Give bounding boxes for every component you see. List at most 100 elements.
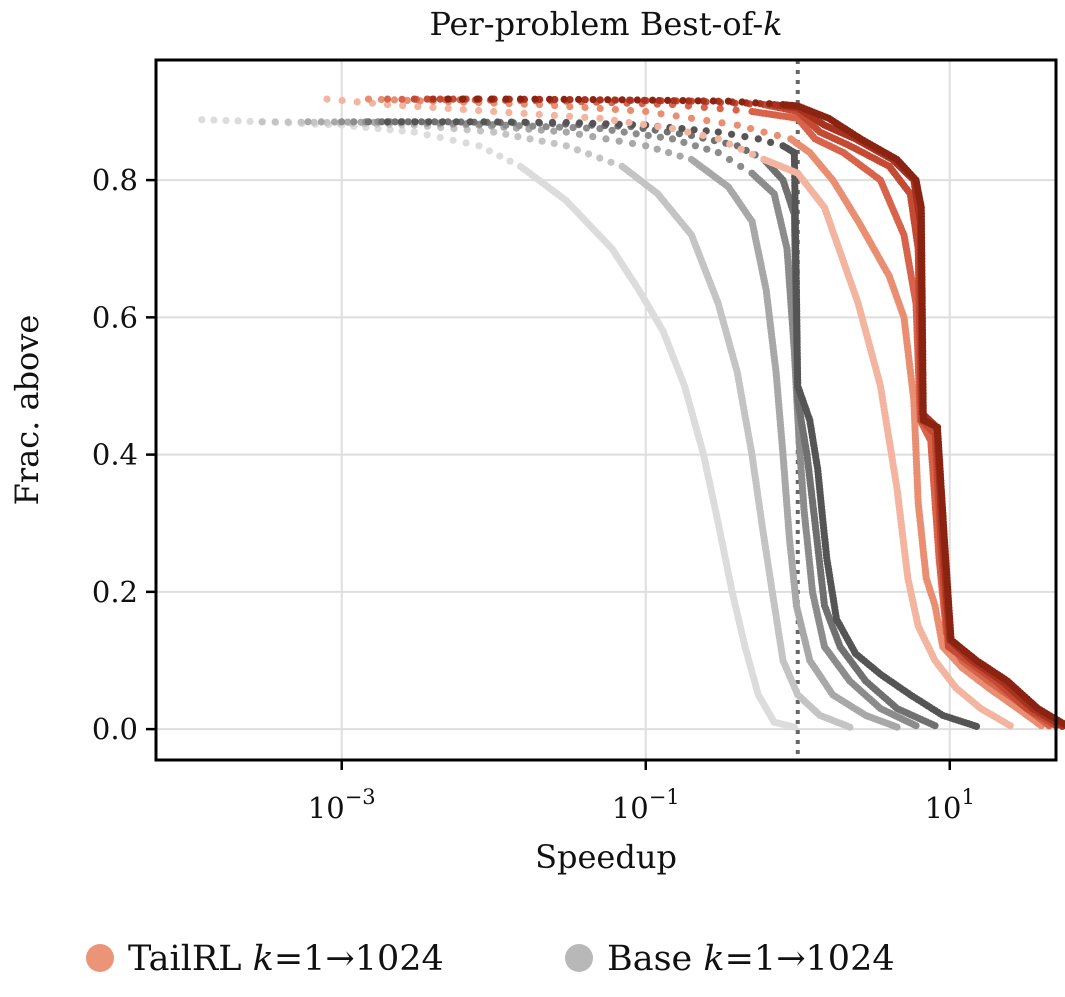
data-point: [431, 118, 439, 126]
data-point: [507, 118, 515, 126]
data-point: [611, 96, 619, 104]
legend-marker: [86, 944, 114, 972]
data-point: [640, 96, 648, 104]
x-tick-label: 10−1: [612, 785, 680, 825]
legend-label-name: Base: [607, 939, 703, 979]
data-point: [353, 98, 361, 106]
y-tick-label: 0.2: [92, 575, 138, 609]
legend-label-range: =1→1024: [725, 939, 895, 979]
y-tick-label: 0.6: [92, 300, 138, 334]
data-point: [741, 133, 749, 141]
data-point: [608, 126, 616, 134]
data-point: [670, 97, 678, 105]
data-point: [765, 100, 774, 108]
data-point: [665, 149, 673, 157]
legend-label-k: k: [253, 939, 274, 979]
data-point: [718, 119, 726, 127]
x-tick-exponent: −1: [649, 785, 680, 809]
data-point: [714, 135, 722, 143]
data-point: [514, 133, 522, 141]
data-point: [515, 122, 523, 130]
data-point: [473, 95, 481, 103]
data-point: [602, 120, 610, 128]
data-point: [724, 97, 733, 105]
series-tailrl-k64: [410, 95, 1060, 730]
data-point: [462, 139, 470, 147]
data-point: [709, 97, 717, 105]
data-point: [575, 130, 584, 138]
data-point: [1006, 722, 1014, 730]
data-point: [297, 118, 305, 126]
data-point: [1061, 721, 1065, 729]
data-point: [626, 96, 634, 104]
data-point: [502, 130, 510, 138]
data-point: [566, 112, 574, 120]
data-point: [350, 118, 358, 126]
data-point: [615, 137, 623, 145]
data-point: [562, 142, 570, 150]
data-point: [737, 162, 745, 170]
data-point: [738, 98, 746, 106]
data-point: [246, 117, 254, 125]
grid-lines: [156, 60, 1056, 760]
data-point: [566, 96, 574, 104]
data-point: [505, 108, 513, 117]
data-point: [429, 95, 437, 103]
data-point: [747, 125, 755, 133]
data-point: [664, 96, 672, 104]
data-point: [423, 95, 431, 103]
data-point: [699, 131, 707, 140]
data-point: [649, 96, 657, 104]
data-point: [397, 118, 405, 126]
data-point: [628, 139, 637, 148]
data-point: [546, 95, 554, 103]
data-point: [364, 118, 373, 126]
data-point: [596, 96, 604, 104]
data-point: [633, 96, 642, 104]
data-point: [417, 118, 426, 126]
data-point: [439, 118, 447, 126]
data-point: [487, 95, 496, 103]
data-point: [560, 95, 568, 103]
data-point: [632, 130, 640, 138]
data-point: [582, 124, 591, 132]
data-point: [535, 110, 543, 118]
data-point: [556, 123, 564, 131]
data-point: [931, 722, 939, 730]
legend-entry-base: Base k=1→1024: [565, 939, 895, 979]
data-point: [410, 95, 418, 103]
data-point: [271, 118, 279, 126]
data-point: [323, 95, 331, 103]
data-point: [581, 113, 589, 121]
y-tick-label: 0.4: [92, 438, 138, 472]
legend-entry-tailrl: TailRL k=1→1024: [86, 939, 444, 979]
data-point: [550, 111, 559, 119]
data-point: [726, 140, 734, 148]
data-point: [535, 118, 543, 126]
data-point: [893, 723, 901, 731]
series-tailrl-k1024: [444, 95, 1065, 729]
data-point: [749, 150, 757, 158]
legend-label-range: =1→1024: [274, 939, 444, 979]
data-point: [502, 121, 510, 129]
data-point: [338, 96, 346, 105]
chart-title-k: k: [763, 5, 782, 43]
x-tick-exponent: −3: [345, 785, 376, 809]
data-point: [585, 150, 593, 158]
data-point: [344, 118, 352, 126]
data-point: [423, 131, 431, 139]
data-point: [676, 152, 684, 160]
data-point: [728, 130, 736, 138]
data-point: [404, 118, 412, 126]
data-point: [516, 95, 525, 103]
data-point: [694, 97, 702, 105]
data-point: [566, 103, 574, 111]
data-point: [459, 105, 467, 114]
data-point: [760, 128, 768, 136]
data-point: [589, 119, 597, 127]
data-point: [767, 138, 775, 146]
data-point: [398, 95, 406, 103]
data-point: [680, 138, 688, 146]
data-point: [198, 116, 206, 124]
data-point: [542, 123, 550, 131]
